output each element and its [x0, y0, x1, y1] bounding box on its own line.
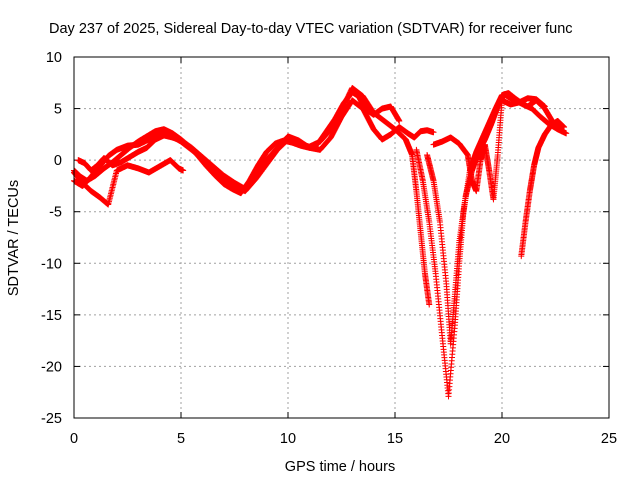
chart-title: Day 237 of 2025, Sidereal Day-to-day VTE…: [49, 21, 573, 37]
x-tick-label: 0: [70, 431, 78, 447]
y-tick-label: -5: [49, 205, 62, 221]
x-tick-label: 5: [177, 431, 185, 447]
series-track-8: [518, 117, 568, 260]
series-track-7: [430, 95, 548, 203]
y-tick-label: -20: [41, 359, 62, 375]
data-point-markers: [518, 117, 568, 260]
y-axis-label: SDTVAR / TECUs: [6, 180, 22, 296]
series-track-1: [71, 89, 403, 197]
y-tick-label: -15: [41, 308, 62, 324]
x-tick-label: 20: [494, 431, 510, 447]
data-point-markers: [430, 95, 548, 203]
x-tick-label: 25: [601, 431, 617, 447]
y-tick-label: 10: [46, 50, 62, 66]
data-point-markers: [75, 97, 437, 193]
data-point-markers: [424, 91, 565, 347]
y-tick-label: -10: [41, 256, 62, 272]
data-points: [71, 84, 570, 400]
x-axis-label: GPS time / hours: [285, 459, 395, 475]
y-tick-label: 5: [54, 102, 62, 118]
data-point-markers: [71, 89, 403, 197]
y-tick-label: 0: [54, 153, 62, 169]
series-track-6: [424, 91, 565, 347]
x-tick-label: 15: [387, 431, 403, 447]
data-point-markers: [71, 84, 433, 308]
plot-frame: [73, 56, 610, 419]
x-tick-label: 10: [280, 431, 296, 447]
series-track-3: [75, 97, 437, 193]
y-tick-label: -25: [41, 411, 62, 427]
series-track-2: [71, 84, 433, 308]
